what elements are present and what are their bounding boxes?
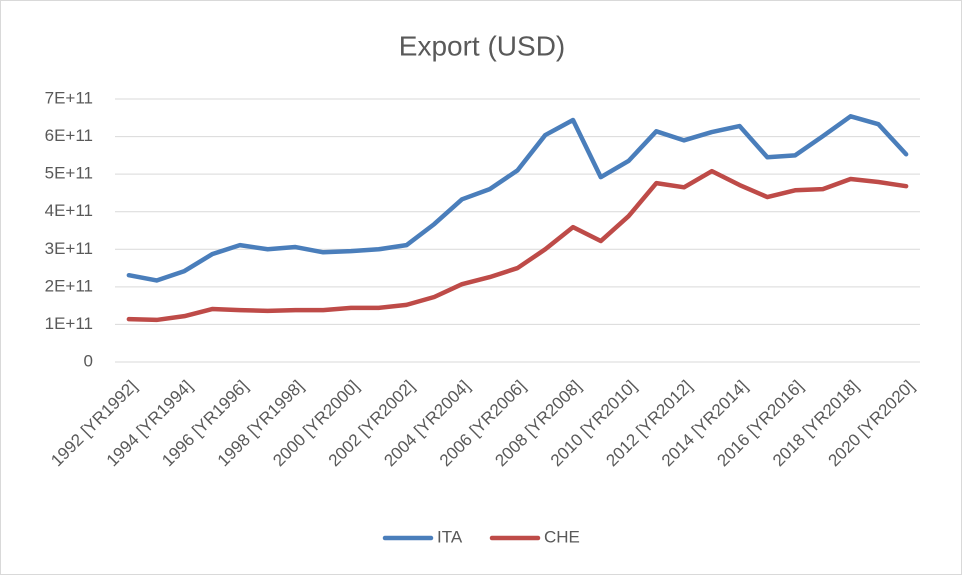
chart-title: Export (USD) — [399, 30, 565, 61]
legend-label: ITA — [437, 527, 463, 546]
y-tick-label: 3E+11 — [45, 239, 93, 258]
y-tick-label: 6E+11 — [45, 126, 93, 145]
y-tick-label: 7E+11 — [45, 88, 93, 107]
y-tick-label: 1E+11 — [45, 314, 93, 333]
y-tick-label: 4E+11 — [45, 201, 93, 220]
y-tick-label: 5E+11 — [45, 164, 93, 183]
legend-label: CHE — [544, 527, 580, 546]
line — [126, 114, 909, 283]
y-tick-label: 0 — [84, 351, 93, 370]
y-tick-label: 2E+11 — [45, 276, 93, 295]
line — [126, 168, 909, 323]
